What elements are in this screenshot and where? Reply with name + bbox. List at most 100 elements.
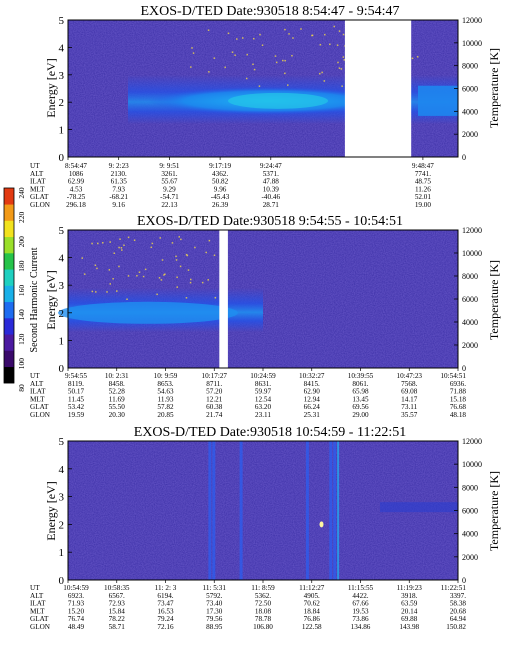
ephemeris-value: 17.30 — [206, 607, 223, 615]
ephemeris-row-label: GLAT — [30, 193, 49, 201]
speckle — [121, 249, 123, 251]
speckle — [175, 255, 177, 258]
ephemeris-value: 28.71 — [263, 201, 280, 209]
ephemeris-value: 78.78 — [255, 615, 272, 623]
speckle — [291, 54, 293, 57]
ephemeris-value: 35.57 — [401, 411, 418, 419]
ephemeris-value: 10:39:55 — [348, 372, 374, 380]
ephemeris-value: 48.75 — [415, 178, 432, 186]
y-tick-label: 1 — [59, 335, 65, 347]
speckle — [176, 286, 178, 288]
streak — [305, 441, 309, 580]
ephemeris-value: 10.39 — [263, 185, 280, 193]
ephemeris-row-label: GLAT — [30, 615, 49, 623]
speckle — [118, 246, 120, 249]
ephemeris-value: 10: 9:59 — [154, 372, 178, 380]
speckle — [156, 293, 158, 296]
ephemeris-value: 296.18 — [66, 201, 86, 209]
speckle — [97, 242, 99, 245]
colorbar-cell — [4, 318, 14, 335]
y-tick-label: 4 — [59, 464, 65, 476]
y-tick-label: 4 — [59, 253, 65, 265]
speckle — [119, 238, 121, 240]
speckle — [333, 25, 335, 28]
speckle — [176, 276, 178, 278]
y2-tick-label: 6000 — [462, 295, 478, 304]
speckle — [150, 246, 153, 249]
ephemeris-value: 25.31 — [304, 411, 321, 419]
ephemeris-value: 8415. — [304, 380, 320, 388]
ephemeris-value: 78.22 — [109, 615, 126, 623]
y-tick-label: 5 — [59, 15, 65, 27]
colorbar-cell — [4, 204, 14, 221]
ephemeris-value: 73.11 — [401, 403, 417, 411]
colorbar-label: Second Harmonic Current — [29, 247, 40, 352]
ephemeris-value: 4905. — [304, 592, 320, 600]
ephemeris-value: 14.17 — [401, 395, 418, 403]
y2-tick-label: 8000 — [462, 272, 478, 281]
y2-tick-label: 0 — [462, 576, 466, 585]
ephemeris-value: 11:15:55 — [348, 584, 374, 592]
y-axis-ticks: 0 1 2 3 4 5 — [59, 15, 72, 164]
y-tick-label: 1 — [59, 547, 65, 559]
ephemeris-value: 50.82 — [212, 178, 229, 186]
ephemeris-value: -54.71 — [160, 193, 179, 201]
ephemeris-value: 5792. — [206, 592, 222, 600]
speckle — [91, 242, 93, 245]
colorbar-tick-label: 100 — [17, 358, 26, 370]
ephemeris-value: 5371. — [263, 170, 279, 178]
ephemeris-value: 4362. — [212, 170, 228, 178]
ephemeris-value: 11:19:23 — [397, 584, 423, 592]
y2-tick-label: 12000 — [462, 226, 482, 235]
ephemeris-value: 12.21 — [206, 395, 223, 403]
panel-title: EXOS-D/TED Date:930518 10:54:59 - 11:22:… — [134, 425, 406, 440]
ephemeris-value: 61.35 — [111, 178, 128, 186]
ephemeris-value: 63.59 — [401, 600, 418, 608]
ephemeris-value: 7.93 — [112, 185, 125, 193]
ephemeris-value: 11.45 — [68, 395, 84, 403]
ephemeris-value: 10:58:35 — [104, 584, 130, 592]
energy-band — [208, 441, 458, 580]
y-tick-label: 3 — [59, 492, 65, 504]
speckle — [231, 51, 234, 53]
ephemeris-value: 20.14 — [401, 607, 418, 615]
ephemeris-row-label: ALT — [30, 170, 44, 178]
y2-tick-label: 8000 — [462, 483, 478, 492]
ephemeris-value: 22.13 — [161, 201, 178, 209]
ephemeris-value: 65.98 — [352, 388, 369, 396]
ephemeris-value: 73.86 — [352, 615, 369, 623]
ephemeris-value: 23.11 — [255, 411, 271, 419]
speckle — [253, 68, 256, 71]
colorbar-cell — [4, 285, 14, 303]
y-tick-label: 0 — [59, 575, 65, 587]
ephemeris-row-label: UT — [30, 584, 40, 592]
colorbar-tick-label: 140 — [17, 309, 26, 321]
speckle — [227, 32, 230, 35]
speckle — [180, 238, 182, 241]
speckle — [159, 237, 161, 239]
ephemeris-value: 6194. — [157, 592, 173, 600]
ephemeris-value: 52.01 — [415, 193, 432, 201]
speckle — [187, 269, 190, 271]
speckle — [275, 61, 278, 64]
colorbar-tick-label: 180 — [17, 260, 26, 272]
gap-fill — [344, 20, 412, 157]
colorbar-cell — [4, 236, 14, 254]
ephemeris-value: 76.86 — [304, 615, 321, 623]
speckle — [340, 68, 343, 70]
ephemeris-value: 15.20 — [68, 607, 85, 615]
ephemeris-value: 13.45 — [352, 395, 369, 403]
y-tick-label: 1 — [59, 125, 65, 137]
speckle — [96, 267, 98, 270]
speckle — [300, 28, 302, 30]
ephemeris-value: 16.53 — [157, 607, 174, 615]
ephemeris-value: 8119. — [68, 380, 84, 388]
ephemeris-value: 10:17:27 — [201, 372, 227, 380]
speckle — [208, 71, 210, 73]
y2-tick-label: 4000 — [462, 107, 478, 116]
speckle — [282, 59, 284, 62]
streak — [212, 441, 216, 580]
y2-tick-label: 6000 — [462, 507, 478, 516]
y2-axis-label: Temperature [K] — [487, 471, 501, 551]
ephemeris-value: 58.71 — [109, 623, 126, 631]
